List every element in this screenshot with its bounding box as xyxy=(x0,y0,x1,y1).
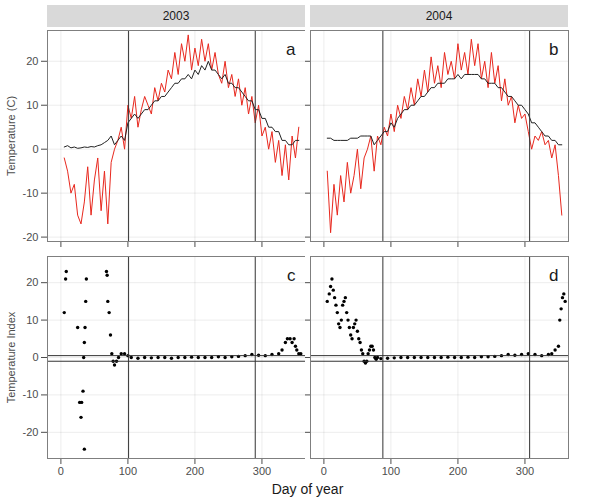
svg-text:-20: -20 xyxy=(23,231,39,243)
svg-text:0: 0 xyxy=(321,465,327,477)
svg-text:Temperature Index: Temperature Index xyxy=(5,311,17,403)
svg-text:20: 20 xyxy=(26,55,38,67)
svg-text:20: 20 xyxy=(26,276,38,288)
svg-text:10: 10 xyxy=(26,314,38,326)
svg-text:100: 100 xyxy=(119,465,137,477)
svg-text:-10: -10 xyxy=(23,187,39,199)
svg-text:b: b xyxy=(549,40,558,59)
svg-text:d: d xyxy=(549,266,558,285)
svg-text:100: 100 xyxy=(382,465,400,477)
svg-text:10: 10 xyxy=(26,99,38,111)
svg-text:-10: -10 xyxy=(23,388,39,400)
svg-text:Temperature (C): Temperature (C) xyxy=(5,96,17,176)
html-text:2003: 2003 xyxy=(162,9,190,23)
svg-text:0: 0 xyxy=(32,143,38,155)
html-text:2004: 2004 xyxy=(425,9,453,23)
svg-text:a: a xyxy=(286,40,296,59)
svg-text:0: 0 xyxy=(32,351,38,363)
svg-text:c: c xyxy=(287,266,296,285)
svg-text:-20: -20 xyxy=(23,426,39,438)
svg-text:200: 200 xyxy=(186,465,204,477)
svg-text:0: 0 xyxy=(58,465,64,477)
svg-text:300: 300 xyxy=(253,465,271,477)
html-text:Day of year: Day of year xyxy=(271,481,344,497)
svg-text:300: 300 xyxy=(516,465,534,477)
svg-text:200: 200 xyxy=(449,465,467,477)
